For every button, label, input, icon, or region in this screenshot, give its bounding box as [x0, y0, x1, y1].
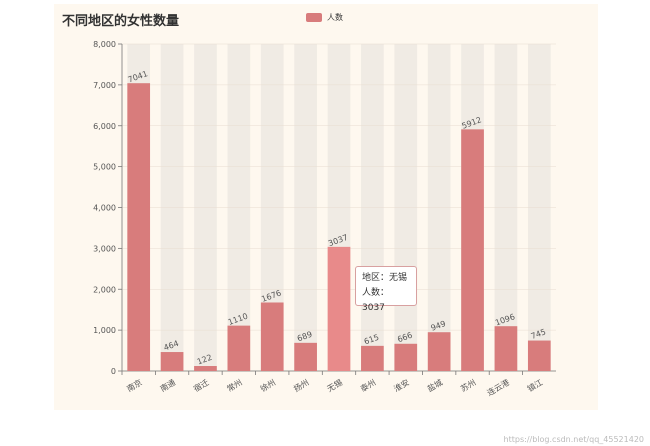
category-label: 无锡 — [326, 378, 344, 394]
category-label: 南通 — [158, 377, 177, 394]
y-tick-label: 1,000 — [93, 326, 116, 335]
bar-泰州 — [361, 345, 384, 371]
bar-盐城 — [427, 332, 451, 371]
category-label: 连云港 — [485, 377, 511, 398]
legend[interactable]: 人数 — [306, 12, 343, 23]
category-label: 徐州 — [258, 377, 277, 394]
y-tick-label: 5,000 — [93, 163, 116, 172]
bar-南京 — [127, 83, 151, 371]
y-tick-label: 0 — [111, 367, 116, 376]
bar-宿迁 — [194, 366, 217, 371]
tooltip-count: 人数：3037 — [362, 288, 390, 313]
tooltip: 地区：无锡 人数：3037 — [355, 266, 417, 313]
legend-label: 人数 — [327, 13, 343, 22]
y-tick-label: 4,000 — [93, 204, 116, 213]
y-tick-label: 8,000 — [93, 40, 116, 49]
category-label: 南京 — [125, 377, 144, 394]
category-label: 宿迁 — [192, 377, 211, 394]
y-tick-label: 7,000 — [93, 81, 116, 90]
legend-swatch — [306, 13, 322, 22]
bar-徐州 — [260, 302, 284, 371]
y-tick-label: 3,000 — [93, 244, 116, 253]
category-label: 淮安 — [392, 377, 411, 394]
bar-苏州 — [461, 129, 484, 371]
bar-淮安 — [394, 343, 418, 371]
category-label: 扬州 — [292, 377, 311, 394]
y-tick-label: 6,000 — [93, 122, 116, 131]
bar-南通 — [160, 352, 184, 371]
category-label: 苏州 — [459, 377, 478, 394]
bar-连云港 — [494, 326, 518, 371]
bar-扬州 — [294, 342, 317, 371]
bar-无锡 — [327, 246, 351, 371]
category-label: 泰州 — [359, 377, 378, 394]
watermark: https://blog.csdn.net/qq_45521420 — [503, 435, 644, 444]
tooltip-region: 地区：无锡 — [362, 273, 408, 283]
bar-镇江 — [527, 340, 551, 371]
category-label: 盐城 — [425, 377, 444, 394]
category-label: 镇江 — [525, 377, 544, 394]
bar-常州 — [227, 325, 251, 371]
y-tick-label: 2,000 — [93, 285, 116, 294]
category-label: 常州 — [225, 378, 243, 394]
chart-title: 不同地区的女性数量 — [62, 14, 180, 29]
